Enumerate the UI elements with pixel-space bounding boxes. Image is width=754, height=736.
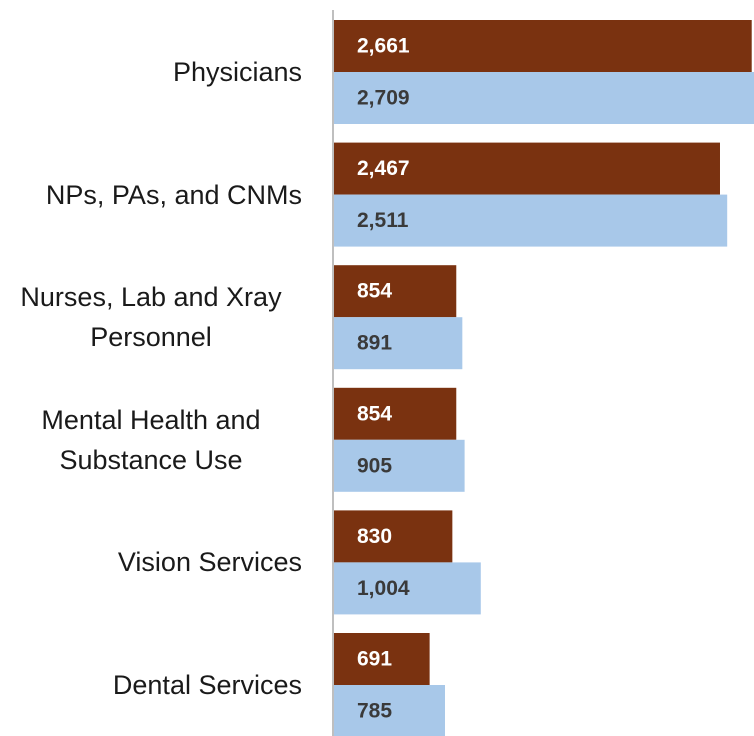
bar — [333, 439, 465, 492]
value-label: 2,511 — [357, 209, 409, 232]
bar — [333, 317, 463, 370]
bar — [333, 387, 457, 440]
value-label: 854 — [357, 280, 392, 303]
bar — [333, 142, 720, 195]
bar — [333, 20, 752, 72]
value-label: 854 — [357, 402, 392, 425]
bar — [333, 633, 430, 685]
category-label-wrap: Vision Services — [0, 542, 302, 582]
category-label-wrap: Mental Health and Substance Use — [0, 400, 302, 480]
value-label: 2,661 — [357, 35, 410, 58]
bar — [333, 265, 457, 318]
category-label: Mental Health and Substance Use — [41, 404, 261, 475]
bar — [333, 510, 453, 563]
category-label: Dental Services — [112, 670, 302, 700]
category-label-wrap: Dental Services — [0, 665, 302, 705]
value-label: 2,709 — [357, 87, 410, 110]
bar — [333, 562, 481, 615]
value-label: 2,467 — [357, 157, 410, 180]
value-label: 785 — [357, 700, 392, 723]
category-label: Physicians — [172, 57, 302, 87]
value-label: 905 — [357, 454, 392, 477]
bar — [333, 685, 445, 736]
category-label: Nurses, Lab and Xray Personnel — [20, 282, 282, 353]
value-label: 691 — [357, 648, 392, 671]
value-label: 891 — [357, 332, 392, 355]
plot-area — [333, 20, 754, 736]
category-label-wrap: Nurses, Lab and Xray Personnel — [0, 277, 302, 357]
value-label: 830 — [357, 525, 392, 548]
value-label: 1,004 — [357, 577, 410, 600]
category-label: Vision Services — [117, 547, 302, 578]
bar — [333, 194, 728, 247]
category-label-wrap: Physicians — [0, 52, 302, 92]
bar — [333, 72, 754, 124]
category-label-wrap: NPs, PAs, and CNMs — [0, 175, 302, 215]
category-label: NPs, PAs, and CNMs — [45, 179, 302, 210]
